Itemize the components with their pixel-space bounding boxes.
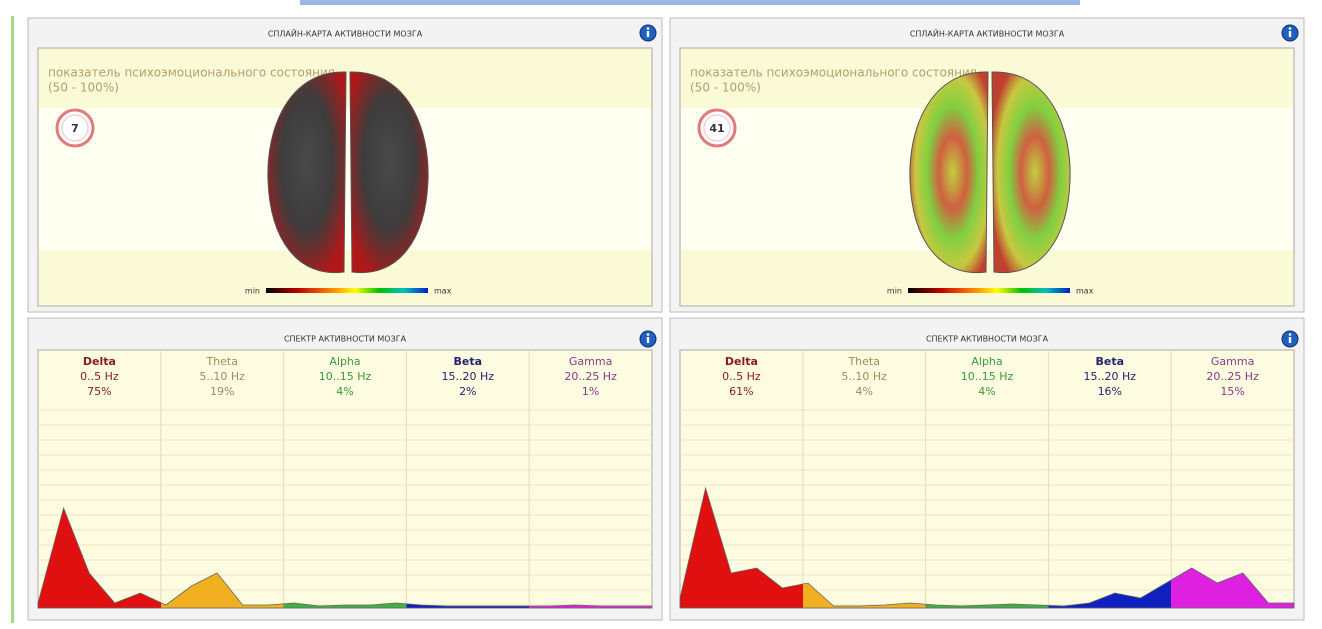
state-ring-inner xyxy=(61,114,89,142)
band-name: Theta xyxy=(205,355,238,368)
brain-right xyxy=(349,71,429,274)
info-icon-glyph xyxy=(1288,337,1292,343)
brain-left xyxy=(267,71,347,274)
band-range: 5..10 Hz xyxy=(199,370,245,383)
info-icon-dot xyxy=(646,27,650,30)
band-name: Alpha xyxy=(971,355,1002,368)
band-name: Delta xyxy=(83,355,116,368)
color-scale xyxy=(908,288,1070,293)
side-bar xyxy=(11,16,14,623)
brain-left xyxy=(909,71,989,274)
band-range: 15..20 Hz xyxy=(442,370,495,383)
band-name: Alpha xyxy=(329,355,360,368)
state-caption: показатель психоэмоционального состояния xyxy=(48,66,335,80)
band-range: 15..20 Hz xyxy=(1084,370,1137,383)
band-name: Beta xyxy=(454,355,483,368)
info-icon-glyph xyxy=(646,31,650,37)
panel-title: СПЕКТР АКТИВНОСТИ МОЗГА xyxy=(926,335,1049,344)
band-name: Theta xyxy=(847,355,880,368)
band-share: 4% xyxy=(336,385,353,398)
panel-title: СПЛАЙН-КАРТА АКТИВНОСТИ МОЗГА xyxy=(268,28,423,39)
info-icon-dot xyxy=(1288,333,1292,336)
spectrum-area-curve xyxy=(679,486,1295,609)
band-share: 2% xyxy=(459,385,476,398)
info-icon-glyph xyxy=(646,337,650,343)
band-range: 10..15 Hz xyxy=(961,370,1014,383)
scale-min: min xyxy=(887,287,902,296)
spectrum-area xyxy=(679,349,1295,609)
panel-title: СПЛАЙН-КАРТА АКТИВНОСТИ МОЗГА xyxy=(910,28,1065,39)
band-share: 16% xyxy=(1098,385,1122,398)
spectrum-area-curve xyxy=(37,506,653,609)
state-index: 41 xyxy=(709,122,724,135)
brain-right xyxy=(991,71,1071,274)
state-ring-inner xyxy=(703,114,731,142)
state-caption: показатель психоэмоционального состояния xyxy=(690,66,977,80)
band-name: Delta xyxy=(725,355,758,368)
info-icon-dot xyxy=(1288,27,1292,30)
state-index: 7 xyxy=(71,122,79,135)
scale-max: max xyxy=(434,287,452,296)
scale-min: min xyxy=(245,287,260,296)
band-share: 1% xyxy=(582,385,599,398)
band-range: 20..25 Hz xyxy=(1206,370,1259,383)
info-icon-dot xyxy=(646,333,650,336)
panel-title: СПЕКТР АКТИВНОСТИ МОЗГА xyxy=(284,335,407,344)
band-name: Beta xyxy=(1096,355,1125,368)
band-range: 10..15 Hz xyxy=(319,370,372,383)
state-range: (50 - 100%) xyxy=(48,81,119,95)
band-share: 19% xyxy=(210,385,234,398)
band-share: 15% xyxy=(1220,385,1244,398)
state-range: (50 - 100%) xyxy=(690,81,761,95)
band-name: Gamma xyxy=(1211,355,1254,368)
scale-max: max xyxy=(1076,287,1094,296)
band-name: Gamma xyxy=(569,355,612,368)
cut-off-header xyxy=(300,0,1080,5)
band-range: 0..5 Hz xyxy=(80,370,119,383)
band-share: 61% xyxy=(729,385,753,398)
band-share: 4% xyxy=(978,385,995,398)
band-share: 4% xyxy=(855,385,872,398)
band-range: 20..25 Hz xyxy=(564,370,617,383)
color-scale xyxy=(266,288,428,293)
info-icon-glyph xyxy=(1288,31,1292,37)
band-range: 5..10 Hz xyxy=(841,370,887,383)
spectrum-area xyxy=(37,349,653,609)
band-range: 0..5 Hz xyxy=(722,370,761,383)
band-share: 75% xyxy=(87,385,111,398)
